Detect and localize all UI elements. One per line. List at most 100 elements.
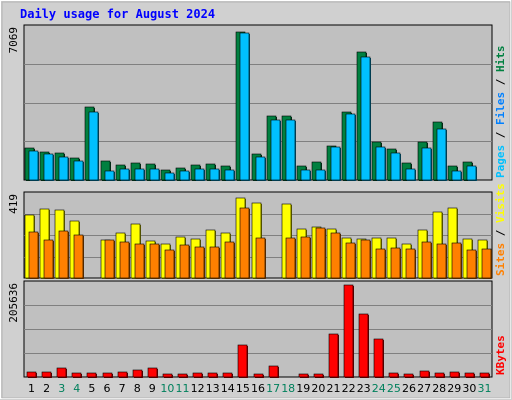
panel-side-legend: Pages / Files / Hits [494, 46, 507, 179]
bar-kbytes-day-12 [192, 372, 203, 378]
bar-files-day-25 [390, 152, 401, 181]
x-tick-label-day-16: 16 [251, 382, 265, 395]
bar-kbytes-day-21 [328, 333, 339, 378]
legend-files: Files [494, 92, 507, 125]
bar-kbytes-day-8 [132, 369, 143, 378]
bar-sites-day-16 [255, 237, 266, 279]
x-axis-labels: 1 2 3 4 5 6 7 8 9 10 11 12 13 14 15 16 17 18 19 20 21 22 23 24 2… [28, 382, 492, 395]
y-max-label: 419 [7, 194, 20, 214]
bar-kbytes-day-26 [403, 373, 414, 378]
panel-visits-sites: 419 Sites / Visits [7, 183, 507, 279]
bar-sites-day-3 [58, 230, 69, 279]
x-tick-label-day-3: 3 [58, 382, 65, 395]
bar-sites-day-9 [149, 243, 160, 279]
bar-kbytes-day-14 [222, 372, 233, 378]
bar-kbytes-day-17 [268, 365, 279, 378]
bar-sites-day-25 [390, 247, 401, 279]
bar-sites-day-10 [164, 249, 175, 279]
legend-visits: Visits [494, 183, 507, 223]
bar-sites-day-21 [330, 232, 341, 279]
legend-pages: Pages [494, 145, 507, 178]
bar-sites-day-1 [28, 231, 39, 279]
x-tick-label-day-25: 25 [387, 382, 401, 395]
x-tick-label-day-1: 1 [28, 382, 35, 395]
x-tick-label-day-10: 10 [160, 382, 174, 395]
bar-files-day-17 [270, 119, 281, 181]
legend-kbytes: KBytes [494, 335, 507, 375]
x-tick-label-day-9: 9 [149, 382, 156, 395]
x-tick-label-day-5: 5 [88, 382, 95, 395]
bar-files-day-24 [375, 146, 386, 181]
bar-kbytes-day-9 [147, 367, 158, 378]
bar-kbytes-day-7 [117, 371, 128, 378]
bar-kbytes-day-24 [373, 338, 384, 378]
x-tick-label-day-6: 6 [104, 382, 111, 395]
bar-kbytes-day-4 [71, 372, 82, 378]
bar-kbytes-day-23 [358, 313, 369, 378]
bar-files-day-15 [239, 32, 250, 181]
legend-separator: / [494, 125, 507, 145]
x-tick-label-day-31: 31 [478, 382, 492, 395]
chart-title: Daily usage for August 2024 [20, 7, 215, 21]
bar-files-day-13 [209, 168, 220, 181]
bar-kbytes-day-20 [313, 373, 324, 378]
bar-files-day-29 [451, 170, 462, 181]
x-tick-label-day-12: 12 [191, 382, 205, 395]
bar-files-day-27 [421, 147, 432, 181]
x-tick-label-day-28: 28 [432, 382, 446, 395]
x-tick-label-day-13: 13 [206, 382, 220, 395]
bar-sites-day-6 [104, 239, 115, 279]
bar-kbytes-day-1 [26, 371, 37, 378]
bar-sites-day-18 [285, 237, 296, 279]
bar-files-day-26 [405, 168, 416, 181]
x-tick-label-day-2: 2 [43, 382, 50, 395]
legend-separator: / [494, 223, 507, 243]
bar-files-day-21 [330, 146, 341, 181]
x-tick-label-day-26: 26 [402, 382, 416, 395]
bar-sites-day-27 [421, 241, 432, 279]
bar-kbytes-day-15 [237, 344, 248, 378]
bar-kbytes-day-13 [207, 372, 218, 378]
bar-files-day-3 [58, 156, 69, 181]
bar-kbytes-day-29 [449, 371, 460, 378]
bar-kbytes-day-30 [464, 372, 475, 378]
bar-files-day-18 [285, 119, 296, 181]
y-max-label: 205636 [7, 283, 20, 323]
bar-files-day-4 [73, 160, 84, 181]
x-tick-label-day-8: 8 [134, 382, 141, 395]
x-tick-label-day-4: 4 [73, 382, 80, 395]
x-tick-label-day-24: 24 [372, 382, 386, 395]
bar-sites-day-20 [315, 227, 326, 279]
bar-sites-day-13 [209, 246, 220, 279]
legend-sites: Sites [494, 243, 507, 276]
bar-sites-day-2 [43, 239, 54, 279]
bar-files-day-19 [300, 169, 311, 181]
bar-files-day-23 [360, 56, 371, 181]
bar-kbytes-day-6 [102, 372, 113, 378]
bar-kbytes-day-11 [177, 373, 188, 378]
bar-files-day-5 [88, 111, 99, 181]
bar-files-day-8 [134, 168, 145, 181]
x-tick-label-day-18: 18 [281, 382, 295, 395]
chart-panels: 7069 Pages / Files / Hits 419 Sites / Visit… [7, 24, 507, 378]
bar-kbytes-day-22 [343, 284, 354, 378]
bar-kbytes-day-16 [253, 373, 264, 378]
bar-files-day-7 [119, 168, 130, 181]
bar-sites-day-24 [375, 248, 386, 279]
x-tick-label-day-29: 29 [447, 382, 461, 395]
x-tick-label-day-19: 19 [296, 382, 310, 395]
bar-sites-day-23 [360, 239, 371, 279]
x-tick-label-day-22: 22 [342, 382, 356, 395]
legend-separator: / [494, 72, 507, 92]
bar-sites-day-30 [466, 249, 477, 279]
y-max-label: 7069 [7, 27, 20, 54]
legend-hits: Hits [494, 46, 507, 73]
bar-sites-day-19 [300, 236, 311, 279]
x-tick-label-day-30: 30 [462, 382, 476, 395]
bar-kbytes-day-31 [479, 372, 490, 378]
x-tick-label-day-17: 17 [266, 382, 280, 395]
bar-kbytes-day-27 [419, 370, 430, 378]
